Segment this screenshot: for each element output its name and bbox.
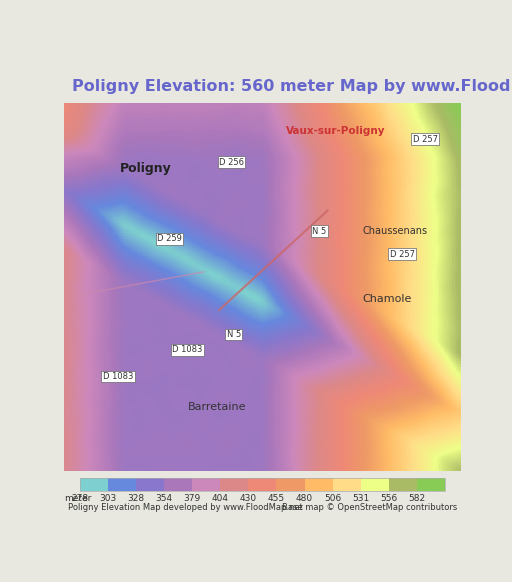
Text: 303: 303 bbox=[99, 495, 117, 503]
Text: Poligny Elevation Map developed by www.FloodMap.net: Poligny Elevation Map developed by www.F… bbox=[68, 503, 303, 512]
Text: D 259: D 259 bbox=[157, 234, 182, 243]
Bar bbox=[136, 477, 164, 491]
Text: Poligny: Poligny bbox=[119, 162, 171, 175]
Bar bbox=[80, 477, 108, 491]
Text: D 257: D 257 bbox=[413, 134, 438, 144]
Bar bbox=[248, 477, 276, 491]
Text: D 256: D 256 bbox=[219, 158, 244, 166]
Text: 531: 531 bbox=[352, 495, 369, 503]
Bar bbox=[80, 477, 445, 491]
Bar bbox=[360, 477, 389, 491]
Text: N 5: N 5 bbox=[227, 330, 241, 339]
Text: 480: 480 bbox=[296, 495, 313, 503]
Text: 278: 278 bbox=[71, 495, 89, 503]
Text: 556: 556 bbox=[380, 495, 397, 503]
Text: Chamole: Chamole bbox=[362, 294, 412, 304]
Text: meter: meter bbox=[64, 495, 91, 503]
Text: 379: 379 bbox=[184, 495, 201, 503]
Text: 582: 582 bbox=[408, 495, 425, 503]
Bar bbox=[276, 477, 305, 491]
Bar bbox=[164, 477, 192, 491]
Bar bbox=[417, 477, 445, 491]
Bar bbox=[389, 477, 417, 491]
Text: 328: 328 bbox=[127, 495, 144, 503]
Text: 354: 354 bbox=[156, 495, 173, 503]
Text: Vaux-sur-Poligny: Vaux-sur-Poligny bbox=[286, 126, 385, 136]
Text: Barretaine: Barretaine bbox=[188, 402, 246, 411]
Text: 455: 455 bbox=[268, 495, 285, 503]
Bar bbox=[192, 477, 220, 491]
Bar bbox=[108, 477, 136, 491]
Text: D 1083: D 1083 bbox=[103, 372, 133, 381]
Text: 430: 430 bbox=[240, 495, 257, 503]
Bar bbox=[220, 477, 248, 491]
Text: Poligny Elevation: 560 meter Map by www.FloodMap.net (beta): Poligny Elevation: 560 meter Map by www.… bbox=[72, 79, 512, 94]
Text: D 1083: D 1083 bbox=[173, 345, 203, 354]
Text: N 5: N 5 bbox=[312, 226, 326, 236]
Text: 404: 404 bbox=[212, 495, 229, 503]
Text: 506: 506 bbox=[324, 495, 341, 503]
Text: Chaussenans: Chaussenans bbox=[362, 226, 428, 236]
Bar bbox=[333, 477, 360, 491]
Text: D 257: D 257 bbox=[390, 250, 415, 258]
Text: Base map © OpenStreetMap contributors: Base map © OpenStreetMap contributors bbox=[282, 503, 457, 512]
Bar bbox=[305, 477, 333, 491]
